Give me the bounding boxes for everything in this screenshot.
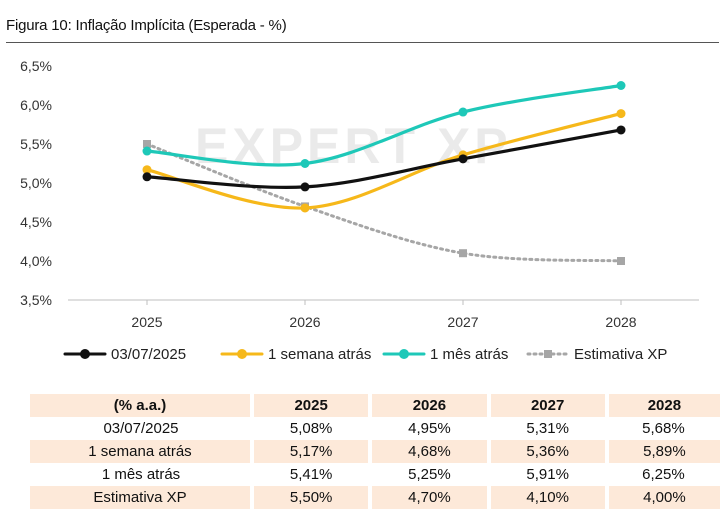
legend-swatch-marker [237,349,247,359]
table-cell: 4,70% [368,486,489,509]
series-point [142,165,152,175]
y-tick-label: 6,5% [20,58,52,74]
legend-item: 1 semana atrás [220,346,371,363]
y-tick-label: 5,0% [20,175,52,191]
series-2 [142,81,626,168]
table-cell: 5,50% [249,486,371,509]
watermark: EXPERT XP [195,118,512,174]
y-tick-label: 4,5% [20,214,52,230]
series-point [616,81,626,90]
y-tick-label: 3,5% [20,292,52,308]
x-tick-label: 2025 [131,314,162,330]
legend-label: Estimativa XP [574,346,667,363]
legend-item: 03/07/2025 [63,346,186,363]
series-point [616,125,626,135]
series-line [145,83,623,167]
table-row: 1 mês atrás 5,41% 5,25% 5,91% 6,25% [30,463,720,486]
legend-swatch-marker [80,349,90,359]
y-tick-label: 5,5% [20,136,52,152]
series-point [616,109,626,119]
figure-title: Figura 10: Inflação Implícita (Esperada … [6,17,287,34]
table-cell: 5,41% [289,466,333,483]
legend-item: Estimativa XP [526,346,667,363]
table-cell: 5,25% [408,466,451,483]
table-row-label: Estimativa XP [30,486,252,509]
series-point [300,203,310,213]
table-cell: 5,68% [642,420,685,437]
legend-label: 1 semana atrás [268,346,371,363]
legend-swatch-marker [544,350,552,358]
table-header-cell: 2027 [486,394,607,417]
series-point [142,146,152,156]
table-row-label: 1 mês atrás [101,466,181,483]
x-tick-label: 2028 [605,314,636,330]
legend: 03/07/2025 1 semana atrás 1 mês atrás Estim… [63,346,667,363]
series-0 [142,125,626,192]
table-header-cell: 2028 [604,394,720,417]
table-cell: 5,36% [486,440,607,463]
table-row: 03/07/2025 5,08% 4,95% 5,31% 5,68% [30,417,720,440]
series-point [459,249,467,258]
series-line [145,128,623,189]
table-row: 1 semana atrás 5,17% 4,68% 5,36% 5,89% [30,440,720,463]
table-row-label: 1 semana atrás [30,440,252,463]
watermark-text: EXPERT XP [195,118,512,174]
table-cell: 6,25% [642,466,685,483]
y-tick-label: 6,0% [20,97,52,113]
table-cell: 4,10% [486,486,607,509]
axes: 3,5% 4,0% 4,5% 5,0% 5,5% 6,0% 6,5% 2025 2026 2027… [20,58,699,330]
series-point [142,172,152,182]
table-cell: 5,08% [289,420,333,437]
x-tick-label: 2027 [447,314,478,330]
table-cell: 5,89% [604,440,720,463]
series-group [142,81,626,265]
table-header-cell: (% a.a.) [30,394,252,417]
table-header-cell: 2026 [368,394,489,417]
y-tick-label: 4,0% [20,253,52,269]
table-cell: 5,31% [526,420,569,437]
title-divider [6,42,719,43]
series-point [300,159,310,168]
series-point [300,182,310,192]
series-point [143,140,151,148]
table-cell: 5,91% [526,466,569,483]
table-header-cell: 2025 [249,394,371,417]
legend-label: 03/07/2025 [111,346,186,363]
table-row-label: 03/07/2025 [103,420,179,437]
data-table: (% a.a.) 2025 2026 2027 2028 03/07/2025 … [30,394,720,509]
table-cell: 4,68% [368,440,489,463]
x-tick-label: 2026 [289,314,320,330]
series-point [458,107,468,117]
table-header-row: (% a.a.) 2025 2026 2027 2028 [30,394,720,417]
legend-label: 1 mês atrás [430,346,508,363]
legend-swatch-marker [399,349,409,359]
series-line [145,111,623,210]
table-cell: 4,95% [408,420,451,437]
table-cell: 5,17% [249,440,371,463]
legend-item: 1 mês atrás [382,346,508,363]
series-point [617,257,625,265]
series-line [145,142,623,263]
series-point [458,154,468,164]
series-1 [142,109,626,213]
line-chart: EXPERT XP 3,5% 4,0% 4,5% 5,0% 5,5% 6,0% 6,5% 20… [20,58,699,363]
table-row: Estimativa XP 5,50% 4,70% 4,10% 4,00% [30,486,720,509]
table-cell: 4,00% [604,486,720,509]
